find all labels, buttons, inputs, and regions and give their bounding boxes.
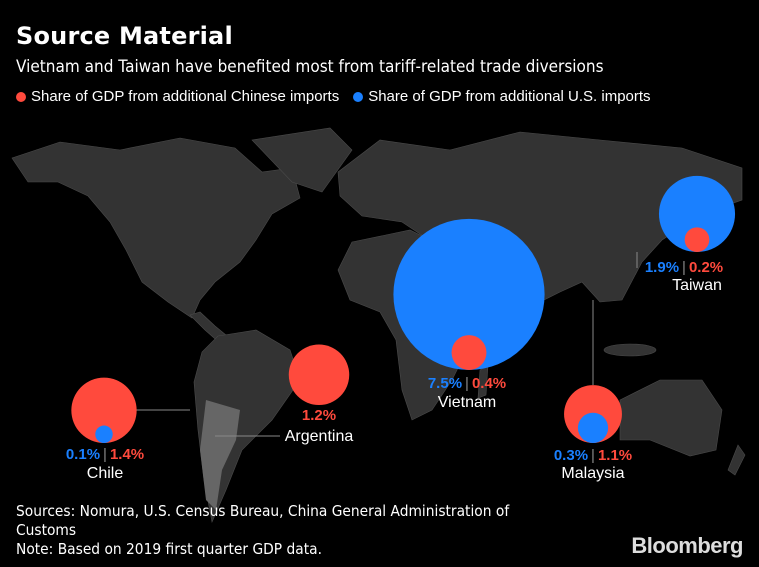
chile-china-bubble [71, 377, 137, 443]
legend-label: Share of GDP from additional U.S. import… [368, 88, 651, 105]
indonesia [603, 343, 657, 357]
taiwan-china-bubble [684, 227, 710, 252]
new-zealand [727, 444, 746, 476]
sources-note: Sources: Nomura, U.S. Census Bureau, Chi… [16, 502, 510, 539]
chile-us-bubble [95, 425, 113, 444]
legend-swatch-red [16, 91, 26, 102]
australia [619, 379, 723, 457]
legend-swatch-blue [353, 91, 364, 102]
malaysia-label: Malaysia [561, 465, 625, 482]
legend: Share of GDP from additional Chinese imp… [16, 88, 651, 105]
argentina-value: 1.2% [301, 407, 337, 424]
legend-item-us: Share of GDP from additional U.S. import… [353, 88, 651, 105]
vietnam-label: Vietnam [437, 394, 497, 411]
legend-label: Share of GDP from additional Chinese imp… [31, 88, 340, 105]
taiwan-values: 1.9% | 0.2% [644, 259, 724, 276]
taiwan-us-bubble [658, 175, 736, 252]
vietnam-us-bubble [393, 218, 545, 370]
bloomberg-logo: Bloomberg [631, 533, 743, 558]
chile-values: 0.1% | 1.4% [65, 446, 145, 463]
chile-label: Chile [86, 465, 124, 482]
malaysia-values: 0.3% | 1.1% [553, 447, 633, 464]
north-america [11, 137, 301, 319]
footer: Sources: Nomura, U.S. Census Bureau, Chi… [16, 502, 568, 559]
taiwan-label: Taiwan [672, 277, 722, 294]
legend-item-china: Share of GDP from additional Chinese imp… [16, 88, 339, 105]
argentina-highlight [200, 400, 240, 510]
vietnam-china-bubble [451, 335, 487, 370]
argentina-label: Argentina [284, 428, 354, 445]
malaysia-us-bubble [577, 412, 609, 443]
chart-subtitle: Vietnam and Taiwan have benefited most f… [16, 57, 604, 77]
argentina-china-bubble [288, 344, 350, 405]
greenland [251, 127, 353, 193]
vietnam-values: 7.5% | 0.4% [427, 375, 507, 392]
chart-title: Source Material [16, 22, 233, 50]
gdp-note: Note: Based on 2019 first quarter GDP da… [16, 540, 322, 558]
